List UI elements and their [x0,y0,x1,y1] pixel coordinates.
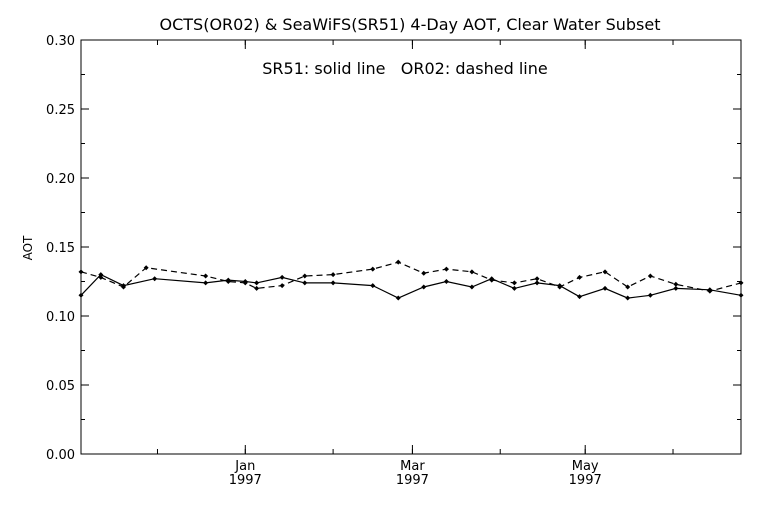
y-tick-label: 0.05 [46,379,75,394]
data-point-or02 [203,273,209,279]
data-point-sr51 [421,284,427,290]
data-point-or02 [511,280,517,286]
data-point-sr51 [330,280,336,286]
plot-frame [80,39,742,455]
data-point-sr51 [738,292,744,298]
x-tick-year-label: 1997 [229,473,262,488]
data-point-or02 [279,283,285,289]
x-tick-month-label: Mar [400,459,425,474]
data-point-or02 [707,288,713,294]
data-point-sr51 [98,272,104,278]
data-point-sr51 [395,295,401,301]
series-layer [78,259,744,301]
data-point-sr51 [647,292,653,298]
data-point-or02 [395,259,401,265]
data-point-sr51 [254,280,260,286]
y-tick-label: 0.25 [46,103,75,118]
data-point-or02 [469,269,475,275]
data-point-sr51 [673,285,679,291]
y-tick-label: 0.30 [46,34,75,49]
data-point-sr51 [469,284,475,290]
y-tick-label: 0.15 [46,241,75,256]
data-point-sr51 [279,274,285,280]
data-point-or02 [302,273,308,279]
data-point-sr51 [511,285,517,291]
y-axis-label: AOT [21,235,35,260]
y-tick-label: 0.20 [46,172,75,187]
data-point-or02 [370,266,376,272]
data-point-sr51 [577,294,583,300]
data-point-sr51 [443,279,449,284]
data-point-sr51 [302,280,308,286]
data-point-or02 [254,285,260,291]
chart-title: OCTS(OR02) & SeaWiFS(SR51) 4-Day AOT, Cl… [160,15,661,34]
series-line-sr51 [80,273,742,299]
y-tick-label: 0.10 [46,310,75,325]
x-tick-year-label: 1997 [396,473,429,488]
data-point-sr51 [370,283,376,289]
data-point-or02 [242,280,248,286]
data-point-sr51 [203,280,209,286]
data-point-or02 [534,276,540,282]
y-axis: 0.00 0.05 0.10 0.15 0.20 0.25 0.30 [46,34,741,463]
data-point-or02 [98,274,104,280]
data-point-or02 [625,284,631,290]
y-tick-label: 0.00 [46,448,75,463]
series-line-or02 [80,261,742,292]
data-point-or02 [673,281,679,287]
data-point-sr51 [625,295,631,301]
x-tick-year-label: 1997 [569,473,602,488]
data-point-or02 [602,269,608,275]
data-point-or02 [443,266,449,272]
data-point-or02 [225,279,231,284]
data-point-sr51 [78,292,84,298]
x-tick-month-label: Jan [234,459,255,474]
x-tick-month-label: May [572,459,599,474]
data-point-or02 [78,269,84,275]
data-point-sr51 [534,280,540,286]
data-point-or02 [577,274,583,280]
data-point-or02 [647,273,653,279]
data-point-or02 [557,284,563,290]
data-point-or02 [489,277,495,283]
legend-annotation: SR51: solid line OR02: dashed line [262,59,547,78]
data-point-sr51 [602,285,608,291]
data-point-or02 [143,265,149,271]
data-point-or02 [738,280,744,286]
data-point-or02 [421,270,427,276]
data-point-or02 [330,272,336,278]
data-point-or02 [120,284,126,290]
data-point-sr51 [152,276,158,282]
